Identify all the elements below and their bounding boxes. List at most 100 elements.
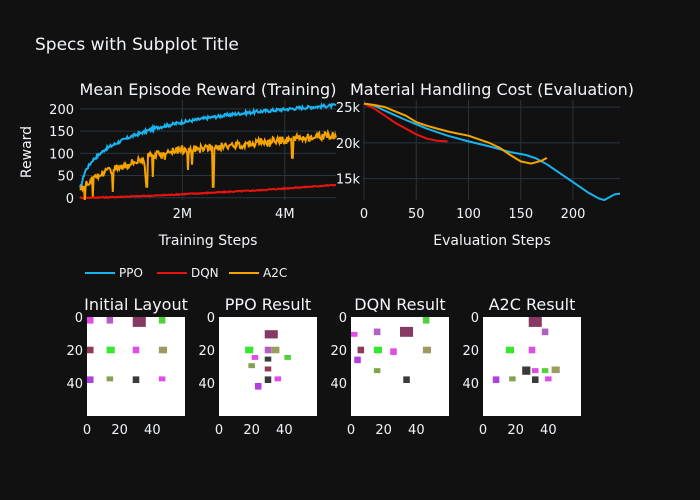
layout-ytick: 0 <box>471 311 479 326</box>
reward-series-ppo <box>79 102 337 188</box>
layout-block <box>528 317 542 327</box>
layout-canvas <box>87 317 185 416</box>
layout-block <box>264 346 272 354</box>
layout-xtick: 40 <box>408 423 425 438</box>
layout-xtick: 0 <box>347 423 355 438</box>
layout-block <box>251 354 259 360</box>
legend-label-ppo: PPO <box>119 266 143 280</box>
layout-xtick: 0 <box>479 423 487 438</box>
layout-xtick: 20 <box>507 423 524 438</box>
cost-series-ppo <box>363 102 621 202</box>
layout-ytick: 40 <box>66 377 83 392</box>
cost-ytick: 15k <box>336 173 361 188</box>
layout-ytick: 0 <box>339 311 347 326</box>
layout-canvas <box>483 317 581 416</box>
layout-block <box>132 346 140 354</box>
figure-title: Specs with Subplot Title <box>35 35 239 55</box>
layout-block <box>422 317 430 324</box>
layout-block <box>274 376 282 382</box>
layout-ytick: 0 <box>207 311 215 326</box>
cost-xtick: 0 <box>360 207 368 222</box>
reward-series-a2c <box>79 128 337 201</box>
reward-ytick: 150 <box>49 125 74 140</box>
cost-xtick: 200 <box>561 207 586 222</box>
layout-block <box>522 366 531 375</box>
layout-xtick: 40 <box>276 423 293 438</box>
reward-ytick: 0 <box>66 192 74 207</box>
layout-block <box>532 376 539 383</box>
layout-block <box>132 376 140 383</box>
layout-ytick: 0 <box>75 311 83 326</box>
layout-xtick: 20 <box>243 423 260 438</box>
layout-xtick: 0 <box>83 423 91 438</box>
reward-xlabel: Training Steps <box>158 233 258 249</box>
layout-block <box>541 368 549 374</box>
legend-label-dqn: DQN <box>191 266 219 280</box>
layout-block <box>357 346 365 354</box>
layout-xtick: 20 <box>111 423 128 438</box>
layout-block <box>373 346 383 354</box>
reward-ylabel: Reward <box>19 126 35 178</box>
layout-ytick: 20 <box>462 344 479 359</box>
layout-block <box>351 331 358 337</box>
reward-xtick: 4M <box>275 207 295 222</box>
layout-block <box>403 376 410 383</box>
layout-panel-3: A2C Result 0 0 20 20 40 40 <box>462 295 581 438</box>
layout-block <box>354 356 361 364</box>
cost-ytick: 25k <box>336 101 361 116</box>
layout-block <box>492 376 500 383</box>
layout-block <box>400 326 414 337</box>
reward-ytick: 50 <box>57 170 74 185</box>
legend-label-a2c: A2C <box>263 266 287 280</box>
layout-ytick: 20 <box>66 344 83 359</box>
layout-block <box>264 366 272 372</box>
layout-block <box>87 317 94 324</box>
layout-block <box>132 317 146 327</box>
layout-xtick: 40 <box>144 423 161 438</box>
layout-block <box>158 317 166 324</box>
layout-ytick: 20 <box>198 344 215 359</box>
reward-ytick: 100 <box>49 147 74 162</box>
subplot-title-reward: Mean Episode Reward (Training) <box>80 80 337 99</box>
cost-xtick: 50 <box>408 207 425 222</box>
subplot-title-cost: Material Handling Cost (Evaluation) <box>350 80 634 99</box>
cost-series-a2c <box>363 102 548 165</box>
layout-block <box>528 346 536 354</box>
layout-block <box>264 356 272 362</box>
layout-block <box>158 346 168 354</box>
layout-panel-2: DQN Result 0 0 20 20 40 40 <box>330 295 449 438</box>
layout-block <box>509 376 516 382</box>
layout-title: DQN Result <box>354 295 445 314</box>
cost-plot: 15k 20k 25k 0 50 100 150 200 <box>336 100 621 222</box>
layout-ytick: 40 <box>462 377 479 392</box>
layout-block <box>264 330 278 339</box>
layout-title: PPO Result <box>225 295 311 314</box>
layout-ytick: 40 <box>198 377 215 392</box>
layout-block <box>264 376 272 383</box>
layout-xtick: 20 <box>375 423 392 438</box>
cost-xtick: 150 <box>508 207 533 222</box>
cost-ytick: 20k <box>336 137 361 152</box>
reward-series-dqn <box>79 183 337 200</box>
layout-block <box>245 346 254 354</box>
cost-xlabel: Evaluation Steps <box>433 233 551 249</box>
layout-block <box>284 354 291 360</box>
cost-xtick: 100 <box>456 207 481 222</box>
layout-title: A2C Result <box>489 295 576 314</box>
reward-plot: 0 50 100 150 200 2M 4M <box>49 100 337 222</box>
layout-ytick: 40 <box>330 377 347 392</box>
layout-xtick: 40 <box>540 423 557 438</box>
layout-block <box>106 317 114 324</box>
layout-block <box>505 346 515 354</box>
layout-block <box>87 376 94 383</box>
layout-block <box>254 383 262 390</box>
layout-block <box>541 328 549 336</box>
layout-title: Initial Layout <box>84 295 188 314</box>
layout-block <box>106 376 114 382</box>
layout-block <box>248 363 255 369</box>
layout-ytick: 20 <box>330 344 347 359</box>
